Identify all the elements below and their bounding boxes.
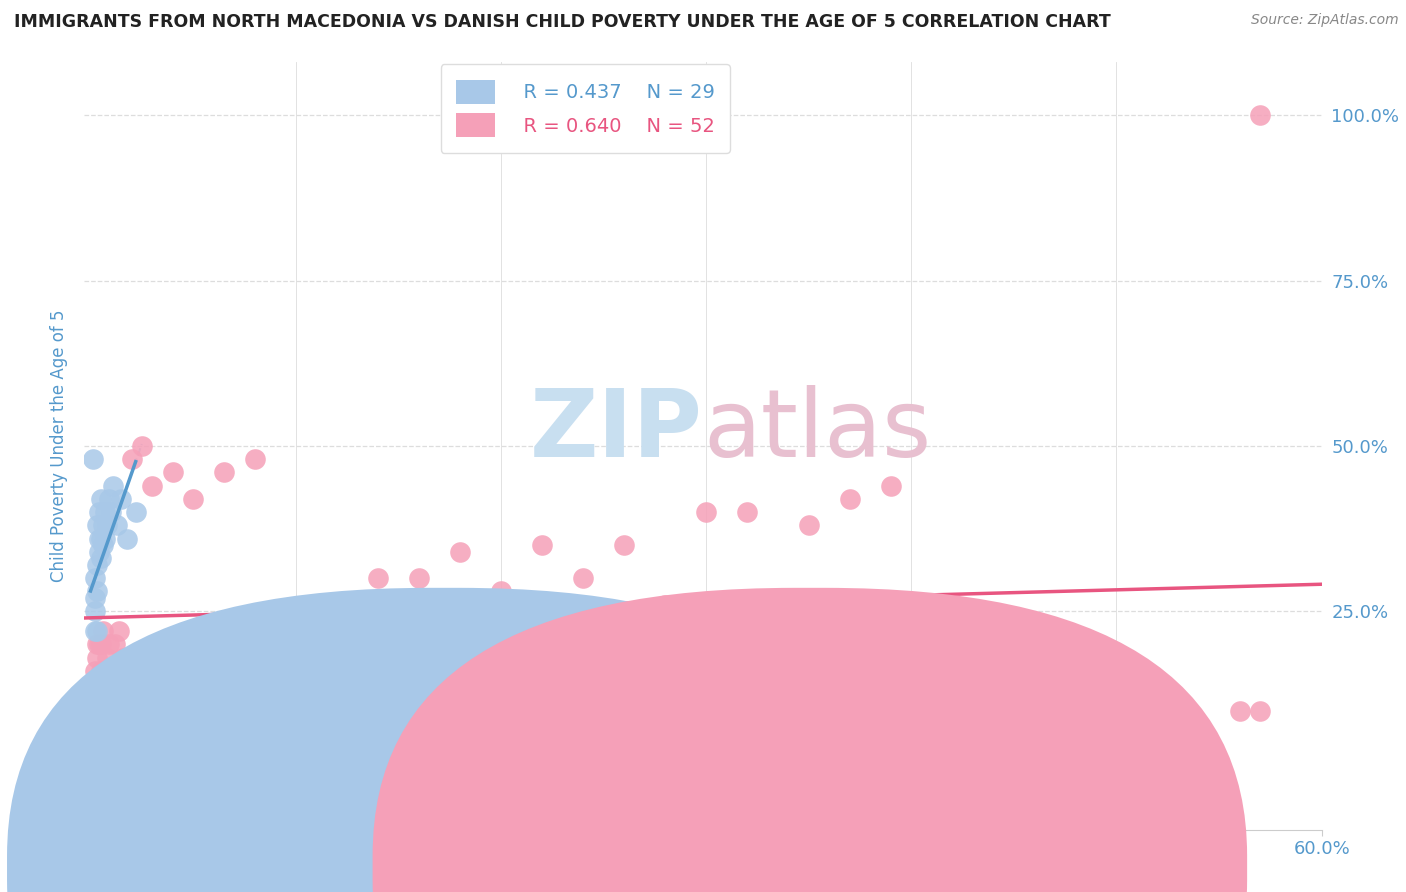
Point xyxy=(86,637,108,651)
Point xyxy=(1064,704,1087,718)
Point xyxy=(83,664,105,678)
Point xyxy=(91,624,114,639)
Point xyxy=(162,466,184,480)
Point xyxy=(838,491,860,506)
Point xyxy=(1249,108,1271,122)
Point xyxy=(86,677,108,691)
Point xyxy=(112,650,135,665)
Point xyxy=(367,571,389,585)
Point xyxy=(86,518,108,533)
Text: ZIP: ZIP xyxy=(530,384,703,476)
Point xyxy=(104,637,127,651)
Point xyxy=(94,532,117,546)
Legend:   R = 0.437    N = 29,   R = 0.640    N = 52: R = 0.437 N = 29, R = 0.640 N = 52 xyxy=(440,64,730,153)
Point xyxy=(86,650,108,665)
Point xyxy=(124,505,146,519)
Point xyxy=(735,505,758,519)
Point xyxy=(82,452,104,467)
Text: Source: ZipAtlas.com: Source: ZipAtlas.com xyxy=(1251,13,1399,28)
Point xyxy=(96,518,118,533)
Point xyxy=(101,478,124,492)
Point xyxy=(87,505,110,519)
Point xyxy=(117,532,139,546)
Point xyxy=(91,518,114,533)
Point xyxy=(1187,716,1209,731)
Point xyxy=(83,604,105,618)
Point xyxy=(94,664,117,678)
Point xyxy=(489,584,512,599)
Point xyxy=(449,545,471,559)
Point xyxy=(654,598,676,612)
Point xyxy=(94,505,117,519)
Point xyxy=(408,571,430,585)
Point xyxy=(1024,664,1046,678)
Point xyxy=(530,538,553,552)
Point xyxy=(83,571,105,585)
Point xyxy=(797,518,820,533)
Point xyxy=(90,551,112,566)
Point xyxy=(98,637,121,651)
Point xyxy=(83,591,105,606)
Point xyxy=(1249,704,1271,718)
Point xyxy=(181,491,204,506)
Point xyxy=(86,558,108,572)
Y-axis label: Child Poverty Under the Age of 5: Child Poverty Under the Age of 5 xyxy=(51,310,69,582)
Point xyxy=(82,743,104,757)
Point xyxy=(87,677,110,691)
Point xyxy=(87,637,110,651)
Point xyxy=(880,478,903,492)
Point xyxy=(100,677,122,691)
Point xyxy=(1229,704,1251,718)
Point xyxy=(82,730,104,744)
Point xyxy=(91,538,114,552)
Point xyxy=(921,716,943,731)
Point xyxy=(82,704,104,718)
Point xyxy=(613,538,636,552)
Point xyxy=(212,466,235,480)
Point xyxy=(572,571,595,585)
Point xyxy=(100,505,122,519)
Point xyxy=(96,650,118,665)
Point xyxy=(326,677,349,691)
Point xyxy=(105,518,128,533)
Point xyxy=(90,664,112,678)
Point xyxy=(108,624,131,639)
Point xyxy=(131,439,153,453)
Point xyxy=(90,637,112,651)
Point xyxy=(82,756,104,771)
Point xyxy=(1105,690,1128,705)
Point xyxy=(243,452,266,467)
Point xyxy=(87,532,110,546)
Point xyxy=(83,624,105,639)
Point xyxy=(90,532,112,546)
Point xyxy=(962,690,984,705)
Point xyxy=(141,478,163,492)
Text: Immigrants from North Macedonia: Immigrants from North Macedonia xyxy=(447,858,734,876)
Text: atlas: atlas xyxy=(703,384,931,476)
Text: Danes: Danes xyxy=(859,858,912,876)
Point xyxy=(284,670,307,684)
Point xyxy=(86,624,108,639)
Point xyxy=(87,545,110,559)
Point xyxy=(86,584,108,599)
Point xyxy=(1146,677,1168,691)
Point xyxy=(90,491,112,506)
Text: IMMIGRANTS FROM NORTH MACEDONIA VS DANISH CHILD POVERTY UNDER THE AGE OF 5 CORRE: IMMIGRANTS FROM NORTH MACEDONIA VS DANIS… xyxy=(14,13,1111,31)
Point xyxy=(695,505,717,519)
Point xyxy=(91,670,114,684)
Point xyxy=(121,452,143,467)
Point xyxy=(110,491,132,506)
Point xyxy=(83,704,105,718)
Point xyxy=(98,491,121,506)
